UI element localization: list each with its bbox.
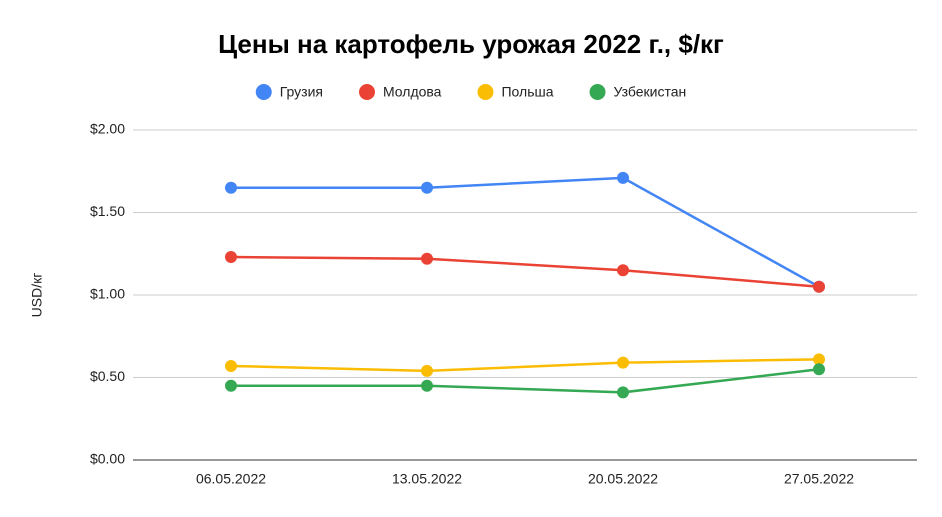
x-tick-label: 06.05.2022 [196,471,266,487]
y-tick-label: $1.50 [90,203,125,219]
y-tick-label: $1.00 [90,286,125,302]
y-tick-label: $2.00 [90,121,125,137]
data-point [813,363,825,376]
x-tick-label: 27.05.2022 [784,471,854,487]
data-point [617,264,629,277]
legend-label: Польша [501,84,553,100]
chart-title: Цены на картофель урожая 2022 г., $/кг [218,29,724,59]
legend-marker [358,84,375,100]
data-point [617,356,629,369]
legend-label: Узбекистан [614,84,687,100]
series-line [231,368,820,394]
data-point [225,181,237,194]
legend-marker [477,84,494,100]
series-line [230,358,820,373]
data-point [617,386,629,399]
series-line [231,176,820,288]
legend-marker [589,84,606,100]
y-axis-label: USD/кг [29,273,45,318]
data-point [421,379,433,392]
data-point [813,353,825,366]
y-tick-label: $0.50 [90,368,125,384]
data-point [421,252,433,265]
series-line [230,255,820,288]
data-point [617,171,629,184]
data-point [225,379,237,392]
y-tick-label: $0.00 [90,451,125,467]
legend-label: Грузия [280,84,323,100]
data-point [421,181,433,194]
x-tick-label: 13.05.2022 [392,471,462,487]
x-tick-label: 20.05.2022 [588,471,658,487]
legend-label: Молдова [383,84,442,100]
data-point [421,364,433,377]
legend-marker [255,84,272,100]
data-point [225,359,237,372]
data-point [225,251,237,264]
data-point [813,280,825,293]
